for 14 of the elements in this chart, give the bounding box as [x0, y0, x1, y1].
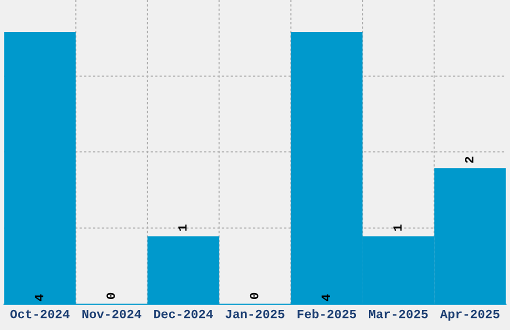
x-tick-label: Mar-2025	[368, 310, 428, 318]
x-tick-label: Feb-2025	[298, 309, 356, 318]
data-label: 2	[464, 156, 474, 163]
x-tick-label: Jan-2025	[226, 310, 284, 318]
data-label: 4	[322, 294, 330, 302]
data-label: 1	[178, 224, 187, 231]
x-tick-label: Apr-2025	[440, 310, 500, 321]
data-label: 4	[34, 294, 44, 302]
x-tick-label: Oct-2024	[10, 310, 70, 318]
data-label: 0	[106, 292, 115, 299]
data-label: 1	[393, 224, 402, 231]
data-label: 0	[250, 292, 258, 299]
x-tick-label: Nov-2024	[82, 310, 142, 318]
x-tick-label: Dec-2024	[154, 310, 213, 318]
